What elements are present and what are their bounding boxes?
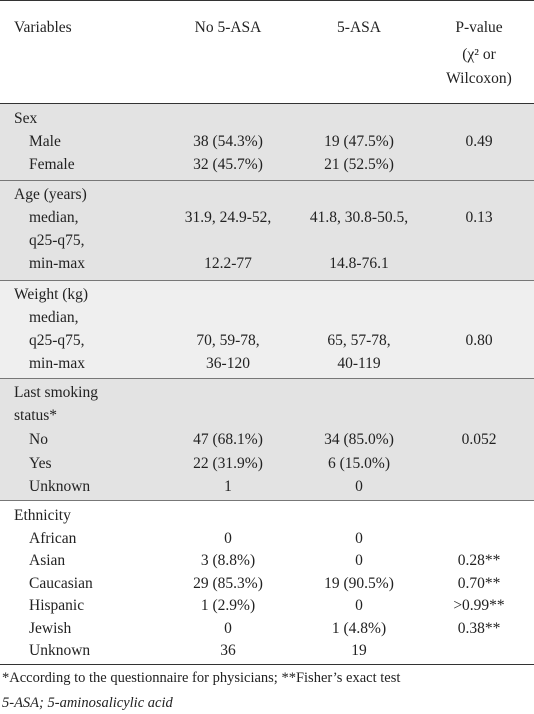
divider (0, 180, 534, 181)
cell-value: 19 (47.5%) (324, 133, 394, 150)
row-label: q25-q75, (29, 332, 85, 349)
cell-value: 19 (351, 642, 367, 659)
row-label: Asian (29, 552, 66, 569)
row-label: Hispanic (29, 597, 85, 614)
p-value: >0.99** (453, 597, 505, 614)
cell-value: 14.8-76.1 (329, 255, 389, 272)
header-pvalue-test: (χ² or (462, 46, 496, 63)
cell-value: 1 (224, 478, 232, 495)
divider (0, 378, 534, 379)
cell-value: 6 (15.0%) (328, 455, 390, 472)
row-label: Unknown (29, 642, 91, 659)
cell-value: 0 (355, 478, 363, 495)
row-label: Jewish (29, 620, 72, 637)
cell-value: 3 (8.8%) (200, 552, 256, 569)
cell-value: 1 (2.9%) (200, 597, 256, 614)
cell-value: 0 (224, 620, 232, 637)
row-label: median, (29, 209, 79, 226)
cell-value: 34 (85.0%) (324, 431, 394, 448)
p-value: 0.13 (465, 209, 493, 226)
cell-value: 1 (4.8%) (331, 620, 387, 637)
cell-value: 38 (54.3%) (193, 133, 263, 150)
row-label: Last smoking (14, 384, 98, 401)
p-value: 0.38** (457, 620, 501, 637)
row-label: min-max (29, 255, 85, 272)
weight-section (0, 281, 534, 378)
cell-value: 36-120 (206, 355, 250, 372)
header-pvalue: P-value (455, 19, 503, 36)
row-label: median, (29, 309, 79, 326)
row-label: status* (14, 407, 58, 424)
header-no-asa: No 5-ASA (194, 19, 262, 36)
cell-value: 41.8, 30.8-50.5, (309, 209, 409, 226)
cell-value: 12.2-77 (204, 255, 252, 272)
cell-value: 47 (68.1%) (193, 431, 263, 448)
row-label: Age (years) (14, 186, 87, 203)
cell-value: 31.9, 24.9-52, (184, 209, 272, 226)
row-label: African (29, 530, 77, 547)
p-value: 0.70** (457, 575, 501, 592)
cell-value: 0 (355, 552, 363, 569)
p-value: 0.28** (457, 552, 501, 569)
top-rule (0, 0, 534, 1)
header-pvalue-test: Wilcoxon) (446, 70, 512, 87)
cell-value: 32 (45.7%) (193, 156, 263, 173)
footnote: *According to the questionnaire for phys… (2, 670, 401, 686)
row-label: Weight (kg) (14, 286, 89, 303)
cell-value: 65, 57-78, (327, 332, 391, 349)
header-asa: 5-ASA (337, 19, 381, 36)
abbreviation-note: 5-ASA; 5-aminosalicylic acid (2, 695, 173, 711)
cell-value: 70, 59-78, (196, 332, 260, 349)
cell-value: 21 (52.5%) (324, 156, 394, 173)
header-variables: Variables (14, 19, 72, 36)
smoking-section (0, 379, 534, 500)
divider (0, 280, 534, 281)
header-rule (0, 103, 534, 104)
bottom-rule (0, 664, 534, 665)
row-label: Unknown (29, 478, 91, 495)
p-value: 0.80 (465, 332, 493, 349)
row-label: Female (29, 156, 75, 173)
row-label: Sex (14, 110, 38, 127)
divider (0, 500, 534, 501)
row-label: Caucasian (29, 575, 93, 592)
cell-value: 19 (90.5%) (324, 575, 394, 592)
cell-value: 29 (85.3%) (193, 575, 263, 592)
age-section (0, 181, 534, 280)
row-label: min-max (29, 355, 85, 372)
row-label: Male (29, 133, 61, 150)
row-label: No (29, 431, 48, 448)
cell-value: 0 (355, 597, 363, 614)
row-label: Yes (29, 455, 52, 472)
p-value: 0.052 (461, 431, 497, 448)
row-label: Ethnicity (14, 507, 71, 524)
row-label: q25-q75, (29, 232, 85, 249)
cell-value: 22 (31.9%) (193, 455, 263, 472)
cell-value: 0 (355, 530, 363, 547)
p-value: 0.49 (465, 133, 493, 150)
cell-value: 0 (224, 530, 232, 547)
cell-value: 40-119 (337, 355, 381, 372)
sex-section (0, 104, 534, 180)
cell-value: 36 (220, 642, 236, 659)
